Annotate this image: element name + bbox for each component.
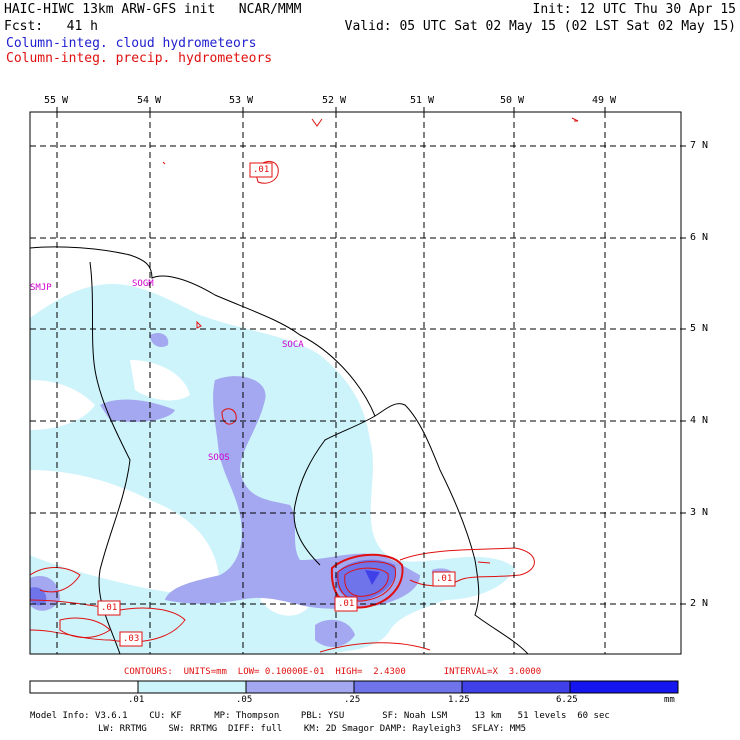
station-label: SMJP [30, 283, 52, 293]
lon-label: 52 W [322, 95, 347, 106]
lon-label: 49 W [592, 95, 617, 106]
station-label: SOOS [208, 453, 230, 463]
lon-label: 50 W [500, 95, 525, 106]
colorbar-tick: 6.25 [556, 695, 578, 705]
station-label: SOCA [282, 340, 304, 350]
contour-label: .01 [338, 599, 355, 609]
colorbar-unit: mm [664, 695, 675, 705]
lon-label: 54 W [137, 95, 162, 106]
contour-label: .03 [123, 634, 140, 644]
contour-label: .01 [436, 574, 453, 584]
precip-contours [30, 117, 579, 653]
lon-label: 55 W [44, 95, 69, 106]
map-frame [29, 111, 682, 655]
lat-label: 3 N [690, 507, 709, 518]
contour-label: .01 [101, 603, 118, 613]
contour-label-boxes [97, 162, 456, 647]
colorbar-tick: .01 [128, 695, 145, 705]
contour-label: .01 [253, 165, 270, 175]
lat-label: 6 N [690, 232, 709, 243]
coastline [30, 246, 529, 654]
lat-label: 7 N [690, 140, 709, 151]
lon-label: 53 W [229, 95, 254, 106]
colorbar-tick: .25 [344, 695, 361, 705]
model-info-line2: LW: RRTMG SW: RRTMG DIFF: full KM: 2D Sm… [98, 724, 527, 734]
forecast-hour: Fcst: 41 h [4, 19, 98, 34]
lat-label: 2 N [690, 598, 709, 609]
lat-label: 4 N [690, 415, 709, 426]
colorbar-tick: .05 [236, 695, 253, 705]
station-label: SOGM [132, 279, 154, 289]
border-east [293, 415, 376, 566]
cloud-mid-field [165, 376, 420, 609]
map-title: HAIC-HIWC 13km ARW-GFS init NCAR/MMM [4, 2, 302, 17]
border-west [89, 261, 131, 654]
legend-cloud: Column-integ. cloud hydrometeors [6, 36, 257, 51]
lon-label: 51 W [410, 95, 435, 106]
legend-precip: Column-integ. precip. hydrometeors [6, 51, 273, 66]
valid-time: Valid: 05 UTC Sat 02 May 15 (02 LST Sat … [344, 19, 736, 34]
lat-label: 5 N [690, 323, 709, 334]
contours-info: CONTOURS: UNITS=mm LOW= 0.10000E-01 HIGH… [124, 667, 542, 677]
colorbar-tick: 1.25 [448, 695, 470, 705]
init-time: Init: 12 UTC Thu 30 Apr 15 [532, 2, 737, 17]
model-info-line1: Model Info: V3.6.1 CU: KF MP: Thompson P… [30, 711, 610, 721]
